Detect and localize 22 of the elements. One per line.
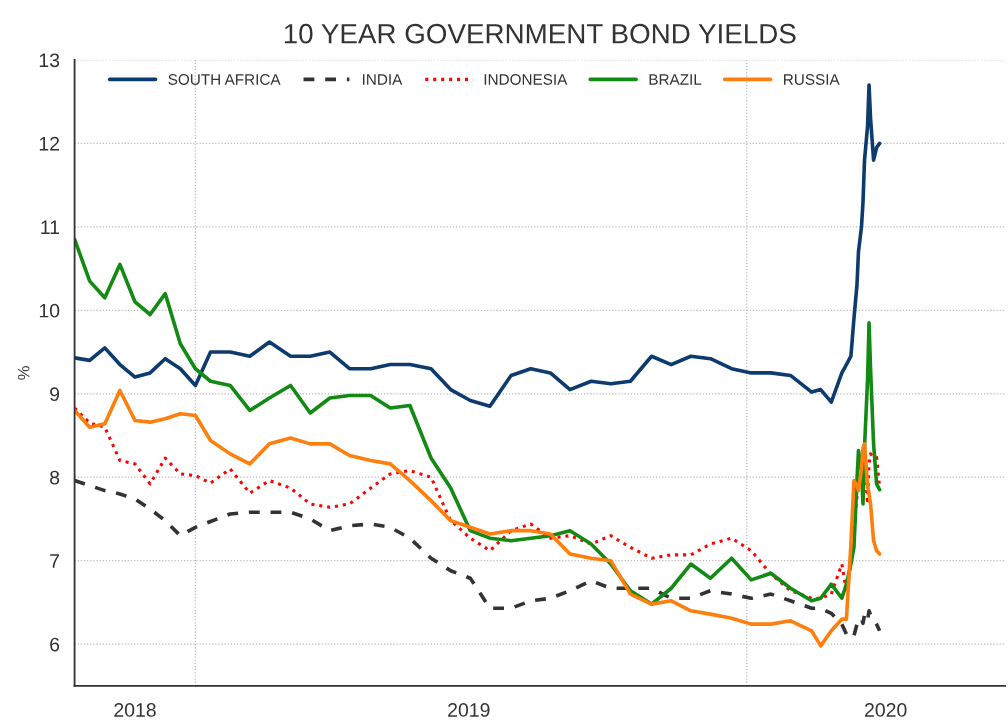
legend-label: RUSSIA (784, 74, 840, 85)
x-tick-label: 2020 (865, 703, 907, 717)
x-tick-label: 2018 (114, 703, 156, 717)
line-series (74, 83, 882, 409)
y-tick-label: 10 (39, 303, 60, 318)
y-tick-label: 13 (39, 53, 60, 68)
y-axis-title: % (17, 366, 30, 380)
y-tick-label: 11 (41, 220, 60, 234)
line-series (74, 406, 882, 600)
x-tick-label: 2019 (448, 703, 490, 717)
legend-label: SOUTH AFRICA (168, 74, 281, 85)
y-tick-label: 7 (50, 554, 60, 568)
y-tick-label: 12 (39, 136, 60, 151)
legend-label: INDIA (362, 74, 403, 85)
line-series (74, 237, 882, 606)
legend-label: INDONESIA (484, 74, 568, 85)
y-tick-label: 6 (50, 637, 60, 652)
line-series (74, 388, 882, 648)
y-tick-label: 9 (50, 387, 60, 402)
legend-label: BRAZIL (649, 74, 702, 85)
y-tick-label: 8 (50, 470, 60, 485)
chart-title: 10 YEAR GOVERNMENT BOND YIELDS (284, 23, 796, 44)
